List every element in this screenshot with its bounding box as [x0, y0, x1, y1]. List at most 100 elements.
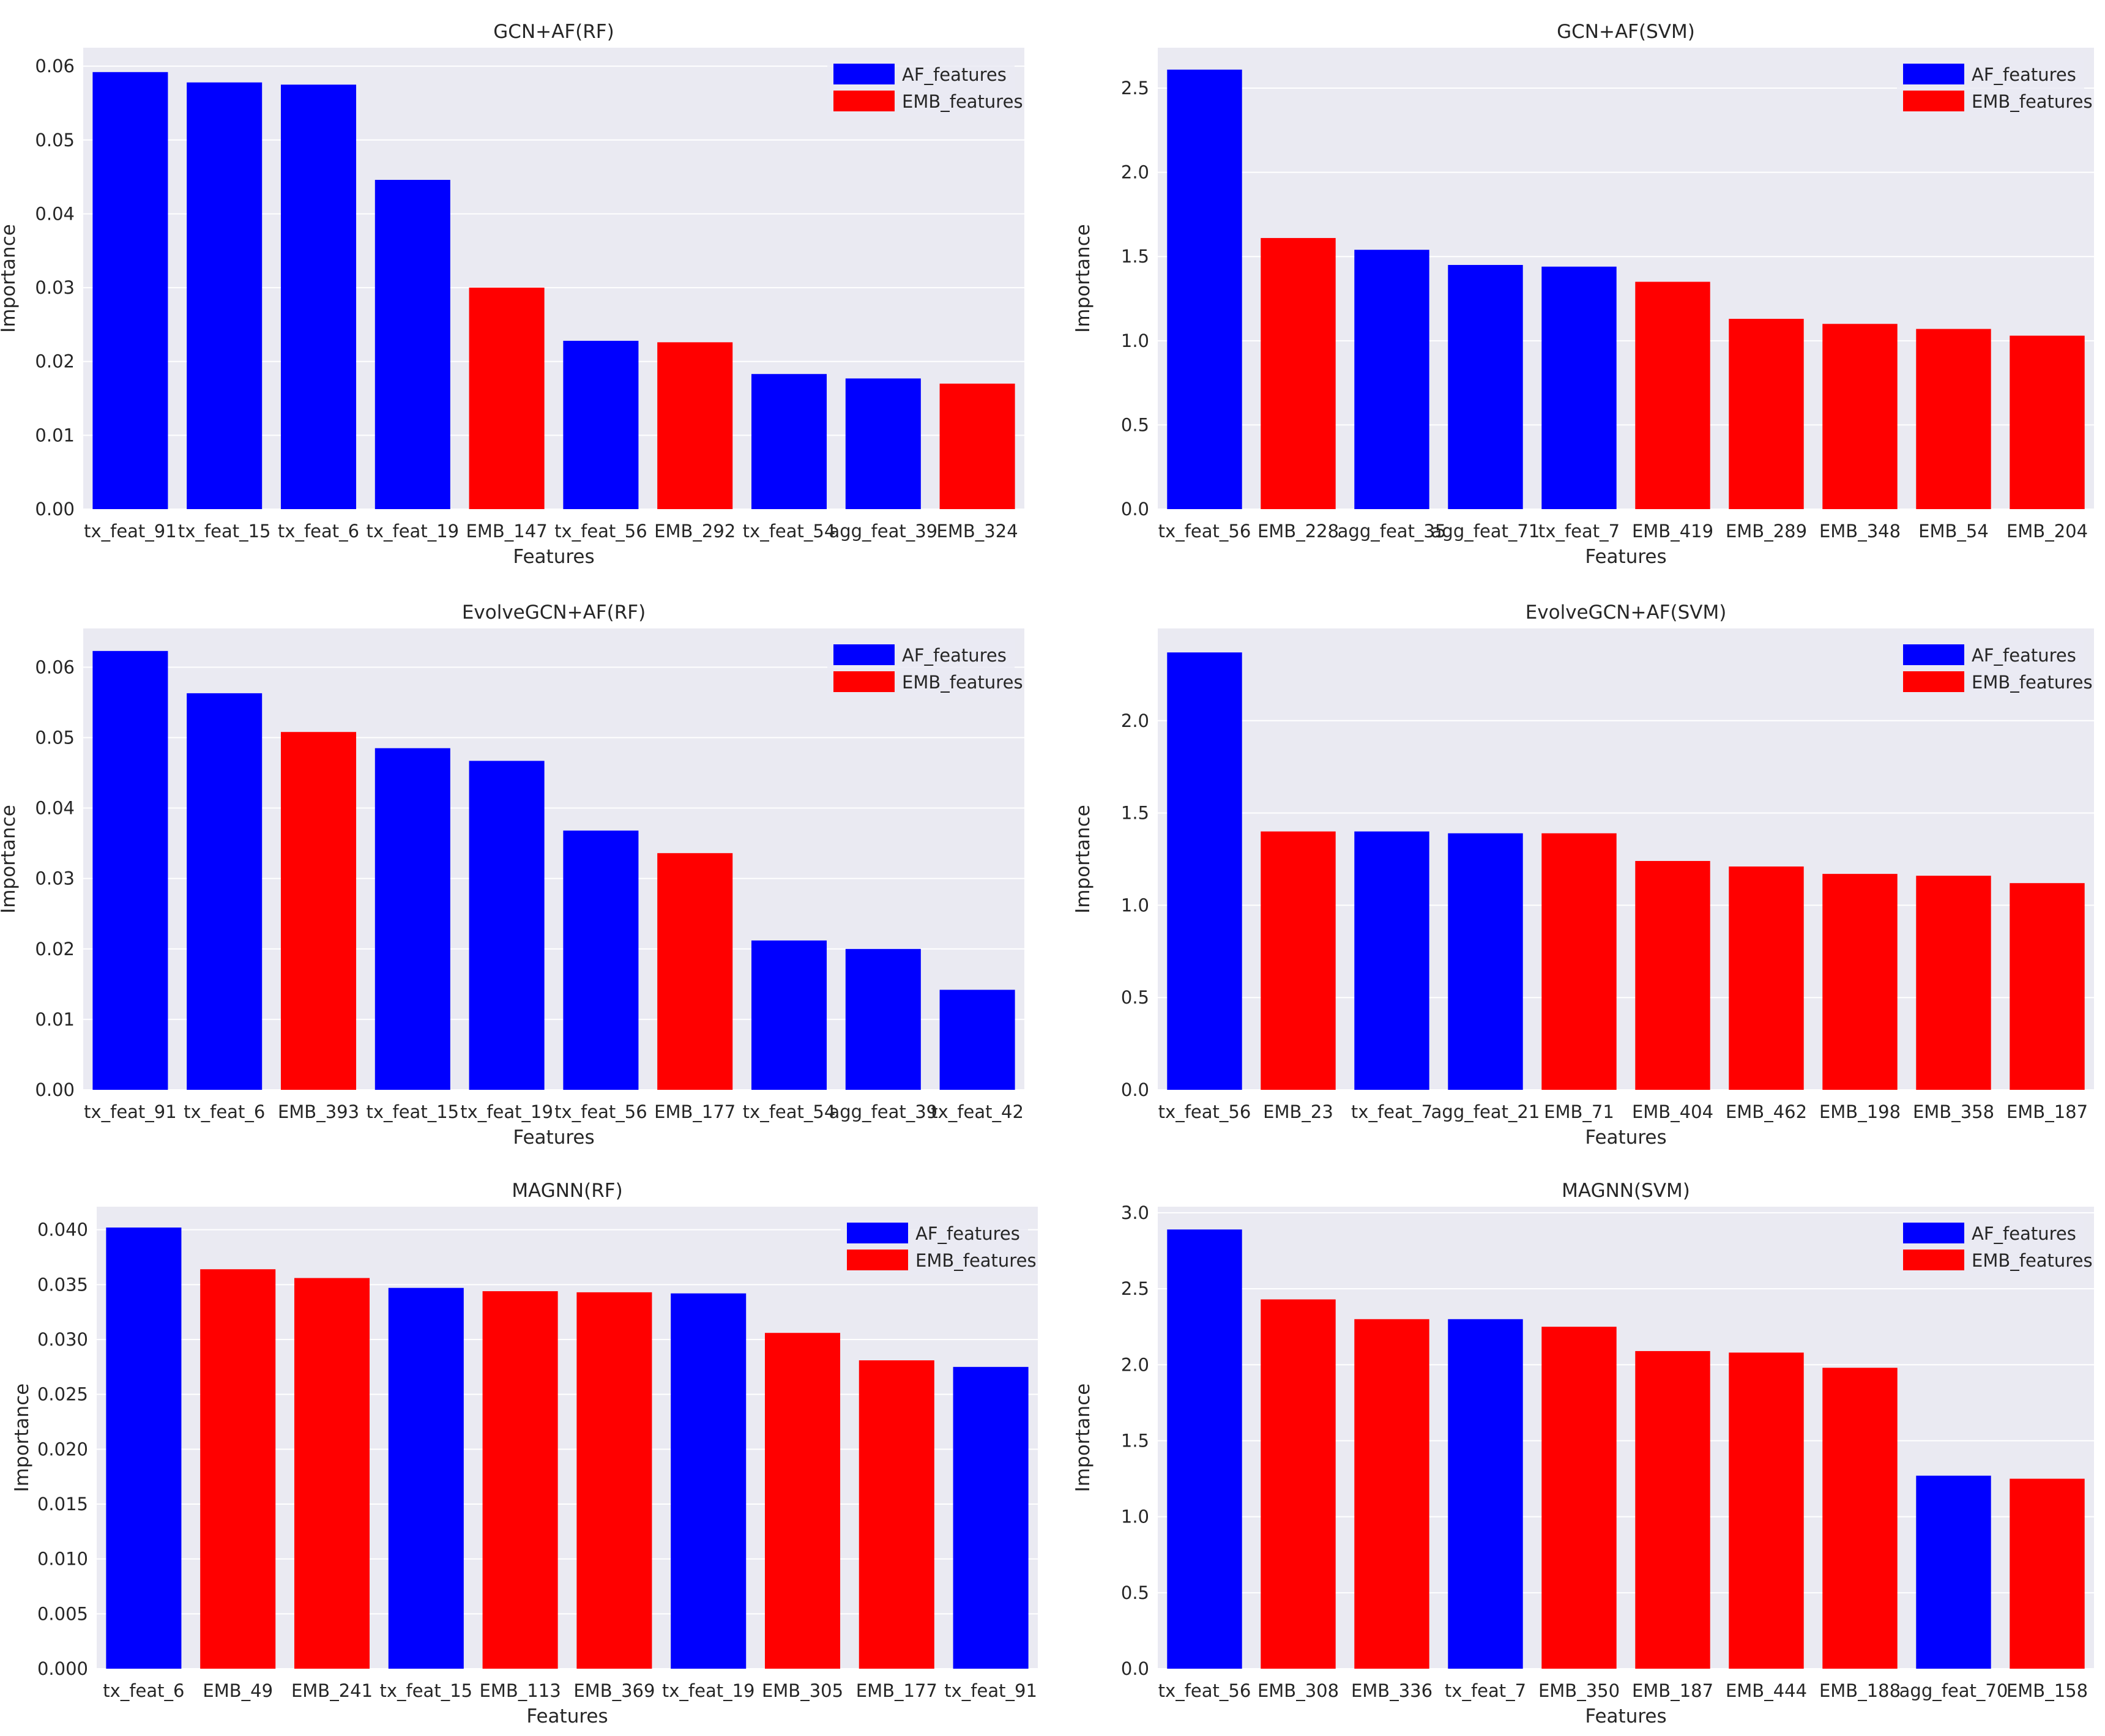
- legend-swatch-emb: [1903, 1250, 1964, 1270]
- y-tick-label: 1.5: [1121, 246, 1149, 267]
- x-axis-label: Features: [526, 1705, 608, 1727]
- bar: [751, 940, 827, 1090]
- x-tick-label: tx_feat_56: [1158, 1680, 1251, 1701]
- x-tick-label: tx_feat_56: [554, 1101, 647, 1122]
- legend-swatch-emb: [1903, 671, 1964, 692]
- y-tick-label: 0.05: [35, 130, 75, 151]
- legend-swatch-af: [833, 644, 895, 665]
- x-tick-label: EMB_187: [1632, 1680, 1713, 1701]
- y-tick-label: 0.03: [35, 868, 75, 889]
- y-tick-label: 2.0: [1121, 1354, 1149, 1375]
- x-tick-label: agg_feat_35: [1338, 521, 1447, 542]
- bar: [1541, 1327, 1617, 1669]
- bar: [187, 82, 263, 509]
- y-axis-label: Importance: [0, 805, 20, 914]
- y-tick-label: 0.03: [35, 277, 75, 298]
- bar: [2010, 1478, 2085, 1669]
- y-tick-label: 0.5: [1121, 987, 1149, 1008]
- x-axis-label: Features: [1585, 1127, 1666, 1149]
- x-tick-label: tx_feat_56: [554, 521, 647, 542]
- legend: AF_features EMB_features: [1897, 1218, 2093, 1275]
- bar: [1635, 1350, 1710, 1669]
- legend: AF_features EMB_features: [827, 639, 1023, 697]
- y-tick-label: 0.5: [1121, 414, 1149, 435]
- y-tick-label: 0.06: [35, 56, 75, 76]
- legend-label-af: AF_features: [1972, 1223, 2076, 1244]
- bar: [1635, 281, 1710, 509]
- chart-title: MAGNN(SVM): [1562, 1180, 1690, 1202]
- x-tick-label: EMB_292: [654, 521, 736, 542]
- y-tick-label: 0.04: [35, 798, 75, 819]
- y-tick-label: 0.0: [1121, 499, 1149, 520]
- y-tick-label: 0.00: [35, 499, 75, 520]
- chart-panel: 0.00 0.01 0.02 0.03 0.04 0.05 0.06 tx_feat_91 tx…: [0, 11, 1024, 576]
- bar: [482, 1291, 558, 1669]
- bar: [845, 378, 921, 509]
- x-tick-label: EMB_198: [1819, 1101, 1901, 1122]
- x-tick-label: EMB_177: [654, 1101, 736, 1122]
- bar: [1261, 831, 1336, 1090]
- legend-label-af: AF_features: [915, 1223, 1020, 1244]
- x-axis-label: Features: [1585, 546, 1666, 568]
- bar: [1354, 831, 1429, 1090]
- y-axis-label: Importance: [1072, 805, 1094, 914]
- chart-svg: 0.000 0.005 0.010 0.015 0.020 0.025 0.030 0.035…: [11, 1180, 1038, 1727]
- bar: [1167, 69, 1242, 509]
- x-tick-label: tx_feat_6: [184, 1101, 265, 1122]
- bar: [563, 830, 639, 1090]
- legend-label-emb: EMB_features: [915, 1250, 1037, 1271]
- bar: [1354, 250, 1429, 509]
- y-tick-label: 0.04: [35, 203, 75, 224]
- bar: [1167, 652, 1242, 1090]
- bar: [1635, 861, 1710, 1090]
- legend-label-emb: EMB_features: [1972, 1250, 2093, 1271]
- bar: [92, 72, 168, 509]
- bar: [1916, 1475, 1991, 1669]
- x-tick-label: tx_feat_42: [931, 1101, 1024, 1122]
- legend-swatch-emb: [833, 671, 895, 692]
- legend-label-af: AF_features: [1972, 64, 2076, 85]
- y-tick-label: 0.040: [37, 1220, 88, 1240]
- bar: [657, 342, 733, 509]
- chart-panel: 0.0 0.5 1.0 1.5 2.0 2.5 3.0 tx_feat_56 EMB_308 EM…: [1072, 1170, 2094, 1736]
- x-tick-label: tx_feat_15: [366, 1101, 459, 1122]
- x-tick-label: agg_feat_21: [1431, 1101, 1540, 1122]
- bar: [751, 374, 827, 509]
- bar: [1448, 264, 1523, 509]
- legend-label-af: AF_features: [1972, 645, 2076, 666]
- y-axis-label: Importance: [1072, 1384, 1094, 1492]
- x-tick-label: tx_feat_6: [278, 521, 359, 542]
- y-tick-label: 1.5: [1121, 1430, 1149, 1451]
- x-tick-label: tx_feat_7: [1445, 1680, 1526, 1701]
- chart-title: EvolveGCN+AF(RF): [462, 602, 646, 624]
- x-tick-label: EMB_462: [1726, 1101, 1807, 1122]
- x-tick-label: EMB_147: [466, 521, 548, 542]
- x-tick-label: EMB_204: [2006, 521, 2088, 542]
- x-tick-label: EMB_393: [278, 1101, 359, 1122]
- x-tick-label: tx_feat_7: [1538, 521, 1620, 542]
- y-tick-label: 2.5: [1121, 1278, 1149, 1299]
- y-tick-label: 0.01: [35, 1009, 75, 1030]
- bar: [1354, 1319, 1429, 1669]
- bar: [1822, 1368, 1898, 1669]
- chart-svg: 0.0 0.5 1.0 1.5 2.0 2.5 3.0 tx_feat_56 EMB_308 EM…: [1072, 1180, 2094, 1727]
- y-axis-label: Importance: [11, 1384, 33, 1492]
- x-axis-label: Features: [1585, 1705, 1666, 1727]
- legend: AF_features EMB_features: [827, 59, 1023, 116]
- y-tick-label: 0.00: [35, 1079, 75, 1100]
- legend-swatch-emb: [1903, 91, 1964, 111]
- legend-label-emb: EMB_features: [902, 672, 1023, 693]
- y-tick-label: 0.035: [37, 1274, 88, 1295]
- legend-swatch-af: [1903, 64, 1964, 84]
- bar: [1916, 876, 1991, 1090]
- y-tick-label: 0.5: [1121, 1582, 1149, 1603]
- x-tick-label: agg_feat_71: [1431, 521, 1540, 542]
- y-tick-label: 2.0: [1121, 162, 1149, 183]
- bar: [1261, 1299, 1336, 1669]
- x-tick-label: tx_feat_19: [662, 1680, 755, 1701]
- legend-swatch-af: [1903, 1223, 1964, 1243]
- y-tick-label: 0.0: [1121, 1079, 1149, 1100]
